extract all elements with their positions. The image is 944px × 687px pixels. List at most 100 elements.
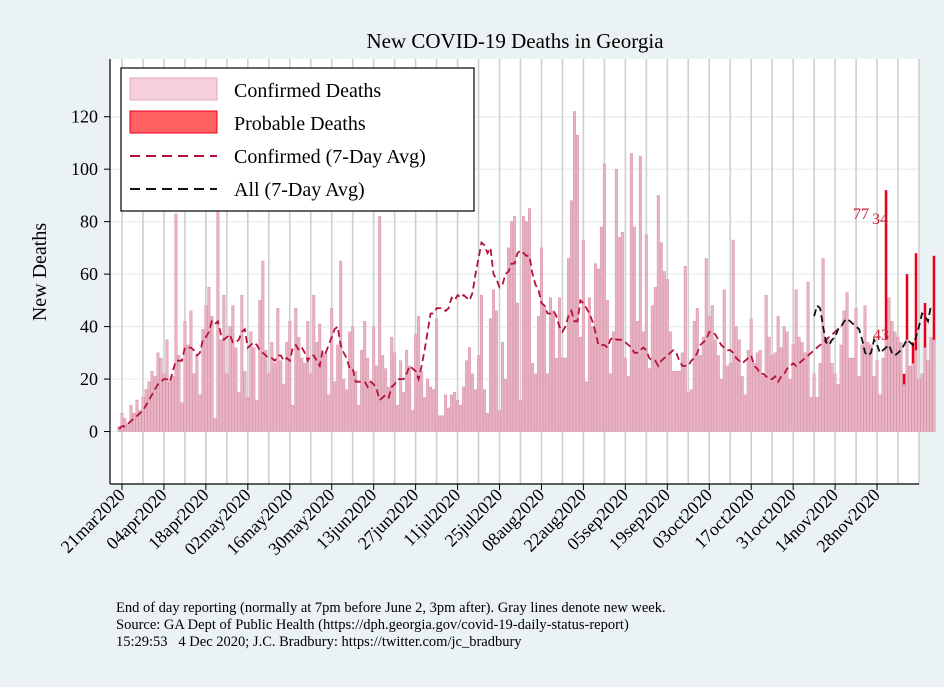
- confirmed-bar: [755, 352, 759, 432]
- confirmed-bar: [396, 405, 400, 432]
- confirmed-bar: [734, 326, 738, 432]
- confirmed-bar: [534, 373, 537, 432]
- confirmed-bar: [812, 373, 816, 432]
- probable-bar: [911, 342, 915, 364]
- confirmed-bar: [309, 373, 313, 432]
- chart-title: New COVID-19 Deaths in Georgia: [366, 29, 664, 53]
- confirmed-bar: [147, 381, 151, 432]
- confirmed-bar: [872, 376, 876, 432]
- confirmed-bar: [896, 336, 900, 432]
- confirmed-bar: [411, 410, 415, 432]
- confirmed-bar: [611, 331, 615, 432]
- confirmed-bar: [716, 355, 720, 432]
- confirmed-bar: [854, 308, 858, 432]
- confirmed-bar: [761, 376, 765, 432]
- confirmed-bar: [459, 405, 463, 432]
- annotations: 77 34 43: [853, 206, 889, 344]
- legend-label-probable: Probable Deaths: [234, 113, 366, 135]
- confirmed-bar: [345, 389, 349, 432]
- confirmed-bar: [183, 321, 187, 432]
- confirmed-bar: [141, 397, 145, 432]
- confirmed-bar: [779, 347, 783, 432]
- confirmed-bar: [321, 352, 325, 432]
- confirmed-bar: [276, 308, 280, 432]
- confirmed-bar: [252, 347, 256, 432]
- confirmed-bar: [914, 350, 918, 432]
- confirmed-bar: [875, 360, 879, 432]
- confirmed-bar: [659, 242, 663, 432]
- confirmed-bar: [791, 344, 795, 432]
- confirmed-bar: [785, 331, 789, 432]
- confirmed-bar: [800, 342, 804, 432]
- confirmed-bar: [623, 357, 627, 432]
- confirmed-bar: [740, 376, 744, 432]
- confirmed-bar: [878, 394, 882, 432]
- confirmed-bar: [770, 355, 774, 432]
- confirmed-bar: [635, 321, 639, 432]
- confirmed-bar: [261, 260, 265, 432]
- confirmed-bar: [881, 357, 885, 432]
- confirmed-bar: [207, 287, 211, 432]
- confirmed-bar: [330, 308, 334, 432]
- confirmed-bar: [393, 352, 397, 432]
- confirmed-bar: [797, 336, 801, 432]
- confirmed-bar: [282, 384, 286, 432]
- confirmed-bar: [426, 378, 430, 432]
- confirmed-bar: [545, 373, 549, 432]
- confirmed-bar: [701, 336, 705, 432]
- confirmed-bar: [749, 318, 753, 432]
- confirmed-bar: [477, 355, 481, 432]
- confirmed-bar: [414, 334, 418, 432]
- confirmed-bar: [198, 394, 202, 432]
- confirmed-bar: [417, 315, 421, 432]
- confirmed-bar: [234, 347, 238, 432]
- confirmed-avg-line: [118, 240, 842, 430]
- confirmed-bar: [782, 326, 786, 432]
- confirmed-bar: [572, 111, 576, 432]
- confirmed-bar: [495, 310, 498, 432]
- all-avg-line: [813, 303, 932, 357]
- confirmed-bar: [267, 373, 271, 432]
- confirmed-bar: [432, 389, 436, 432]
- confirmed-bar: [722, 289, 726, 432]
- confirmed-bar: [656, 195, 660, 432]
- confirmed-bar: [920, 373, 924, 432]
- legend-label-all-avg: All (7-Day Avg): [234, 179, 365, 201]
- confirmed-bar: [189, 310, 193, 432]
- confirmed-bar: [641, 331, 645, 432]
- confirmed-bar: [168, 381, 172, 432]
- confirmed-bar: [704, 258, 708, 432]
- footnote-line: Source: GA Dept of Public Health (https:…: [116, 617, 629, 633]
- legend-label-confirmed-avg: Confirmed (7-Day Avg): [234, 146, 426, 168]
- confirmed-bar: [893, 331, 897, 432]
- confirmed-bar: [671, 370, 675, 432]
- confirmed-bar: [159, 357, 163, 432]
- confirmed-bar: [123, 418, 127, 432]
- confirmed-bar: [662, 271, 666, 432]
- confirmed-bar: [405, 350, 409, 432]
- confirmed-bar: [899, 342, 903, 432]
- confirmed-bar: [593, 263, 597, 432]
- y-tick-label: 0: [89, 422, 98, 442]
- confirmed-bar: [758, 350, 762, 432]
- confirmed-bar: [480, 294, 484, 432]
- confirmed-bar: [803, 352, 807, 432]
- confirmed-bar: [884, 339, 888, 432]
- confirmed-bar: [596, 268, 600, 432]
- confirmed-bar: [423, 397, 427, 432]
- confirmed-bar: [806, 281, 810, 432]
- confirmed-bar: [174, 213, 178, 432]
- confirmed-bar: [617, 237, 621, 432]
- confirmed-bar: [219, 339, 223, 432]
- confirmed-bar: [719, 378, 723, 432]
- y-tick-label: 20: [80, 369, 98, 389]
- confirmed-bar: [369, 381, 373, 432]
- confirmed-bar: [647, 368, 651, 432]
- confirmed-bar: [531, 363, 534, 432]
- bars: [117, 111, 936, 432]
- confirmed-bar: [677, 370, 681, 432]
- confirmed-bar: [381, 355, 385, 432]
- confirmed-bar: [554, 357, 558, 432]
- confirmed-bar: [474, 389, 478, 432]
- confirmed-bar: [707, 315, 711, 432]
